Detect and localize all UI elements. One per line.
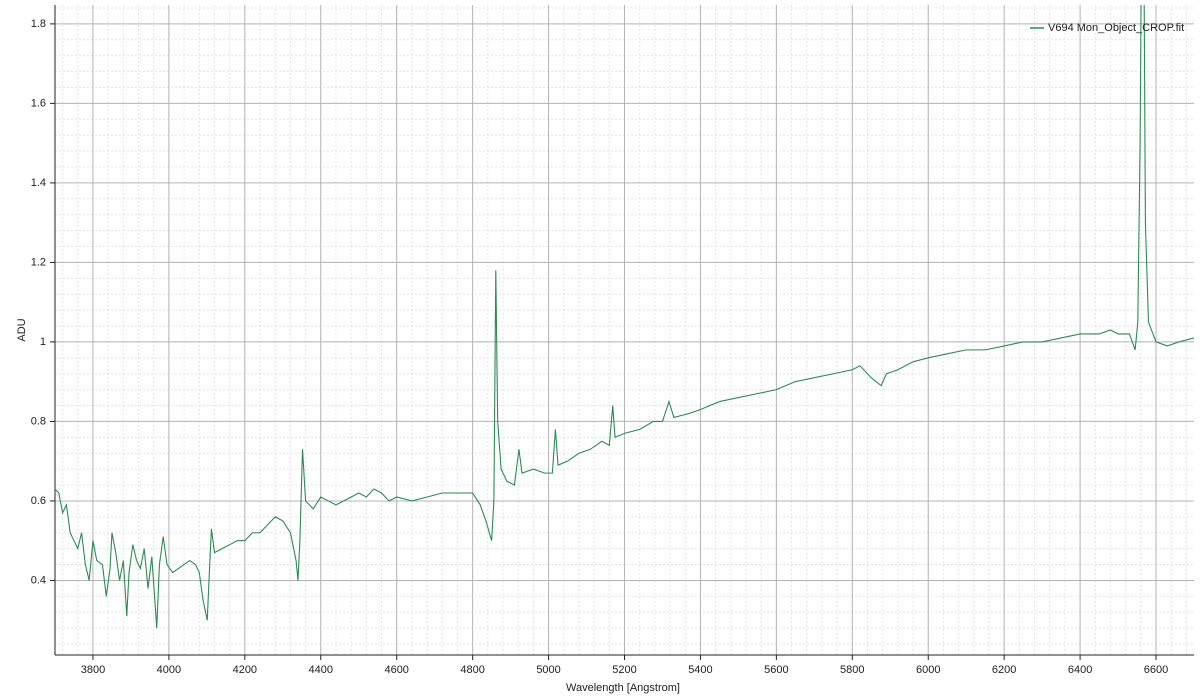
x-tick-label: 5200: [612, 664, 636, 676]
x-tick-label: 4800: [460, 664, 484, 676]
x-tick-label: 4200: [233, 664, 257, 676]
y-tick-label: 0.6: [31, 495, 46, 507]
x-tick-label: 4600: [384, 664, 408, 676]
line-series: [55, 5, 1194, 629]
x-tick-label: 6600: [1144, 664, 1168, 676]
x-tick-label: 5800: [840, 664, 864, 676]
y-tick-label: 1.2: [31, 256, 46, 268]
y-tick-label: 1.6: [31, 97, 46, 109]
x-tick-label: 3800: [81, 664, 105, 676]
x-tick-label: 4400: [309, 664, 333, 676]
plot-area: [55, 5, 1194, 629]
x-tick-label: 4000: [157, 664, 181, 676]
legend-label: V694 Mon_Object_CROP.fit: [1048, 22, 1184, 34]
x-tick-label: 6400: [1068, 664, 1092, 676]
x-tick-label: 6200: [992, 664, 1016, 676]
x-tick-label: 5000: [536, 664, 560, 676]
x-tick-label: 5400: [688, 664, 712, 676]
y-tick-label: 1.4: [31, 177, 46, 189]
x-tick-label: 5600: [764, 664, 788, 676]
y-tick-label: 0.8: [31, 415, 46, 427]
y-tick-label: 1.8: [31, 18, 46, 30]
y-tick-label: 1: [40, 336, 46, 348]
x-tick-label: 6000: [916, 664, 940, 676]
y-axis-label: ADU: [16, 318, 28, 341]
y-tick-label: 0.4: [31, 574, 46, 586]
x-axis-label: Wavelength [Angstrom]: [566, 682, 680, 694]
